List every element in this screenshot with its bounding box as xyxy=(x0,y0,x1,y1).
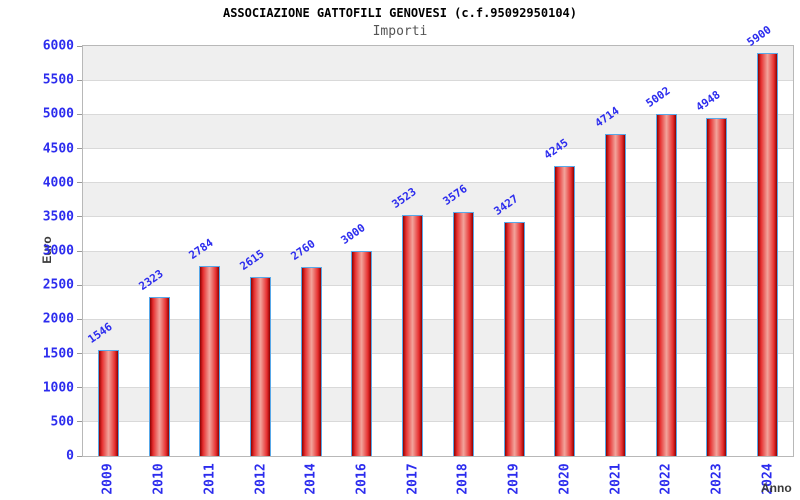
gridline xyxy=(83,182,793,184)
bar-2019 xyxy=(503,221,525,456)
x-tick-label: 2011 xyxy=(202,463,218,495)
bar-2023 xyxy=(706,117,728,456)
bar-2014 xyxy=(300,267,322,456)
bar-value-label: 2760 xyxy=(288,237,318,264)
bar-2022 xyxy=(655,114,677,456)
x-tick-label: 2016 xyxy=(354,463,370,495)
x-axis-title: Anno xyxy=(761,481,792,495)
chart-title: ASSOCIAZIONE GATTOFILI GENOVESI (c.f.950… xyxy=(222,6,577,20)
plot-area: 1546 2323 2784 2615 2760 3000 3523 3576 3427 4245… xyxy=(82,23,794,457)
y-tick-label: 1000 xyxy=(42,380,74,396)
x-tick-label: 2010 xyxy=(151,463,167,495)
gridline xyxy=(83,148,793,149)
x-tick-label: 2009 xyxy=(100,463,116,495)
x-tick-label: 2023 xyxy=(709,463,725,495)
bar-value-label: 5002 xyxy=(643,84,673,111)
bar-2012 xyxy=(250,277,271,456)
bar-value-label: 3427 xyxy=(491,191,521,218)
y-tick-mark xyxy=(77,113,82,115)
y-tick-label: 1500 xyxy=(42,346,74,361)
y-tick-mark xyxy=(77,216,82,218)
x-tick-label: 2018 xyxy=(455,463,471,495)
bar-2010 xyxy=(148,297,170,456)
y-tick-mark xyxy=(77,421,82,423)
gridline xyxy=(83,284,793,286)
y-tick-mark xyxy=(77,148,82,149)
y-tick-label: 2000 xyxy=(42,311,74,327)
bar-value-label: 2784 xyxy=(186,235,216,262)
y-tick-label: 3500 xyxy=(42,209,74,225)
y-tick-label: 500 xyxy=(50,414,74,430)
bar-2021 xyxy=(605,133,626,456)
y-tick-mark xyxy=(77,387,82,389)
bar-value-label: 3523 xyxy=(389,185,419,212)
bar-2016 xyxy=(351,251,373,456)
x-tick-label: 2022 xyxy=(658,463,674,495)
bar-value-label: 3576 xyxy=(440,181,470,208)
gridline xyxy=(83,79,793,81)
gridline xyxy=(83,250,793,252)
y-tick-mark xyxy=(77,79,82,81)
bar-value-label: 1546 xyxy=(85,320,115,347)
y-tick-label: 2500 xyxy=(42,277,74,293)
y-tick-label: 5500 xyxy=(42,72,74,88)
gridline xyxy=(83,421,793,423)
gridline xyxy=(83,318,793,320)
y-tick-mark xyxy=(77,182,82,184)
y-tick-mark xyxy=(77,455,82,457)
bar-value-label: 3000 xyxy=(338,221,369,247)
x-tick-label: 2014 xyxy=(303,463,319,495)
bar-2020 xyxy=(554,165,576,456)
y-tick-mark xyxy=(77,45,82,47)
x-tick-label: 2021 xyxy=(608,463,623,495)
y-tick-label: 3000 xyxy=(42,243,74,259)
y-tick-mark xyxy=(77,284,82,286)
gridline xyxy=(83,387,793,389)
y-tick-label: 6000 xyxy=(42,38,74,54)
gridline xyxy=(83,113,793,115)
bar-value-label: 4948 xyxy=(693,88,724,114)
y-tick-label: 0 xyxy=(66,448,74,464)
gridline xyxy=(83,353,793,354)
x-tick-label: 2019 xyxy=(506,463,522,495)
bar-2018 xyxy=(452,211,474,456)
chart-subtitle: Importi xyxy=(372,24,428,39)
bar-2009 xyxy=(97,350,119,456)
bar-value-label: 4714 xyxy=(592,104,622,130)
y-tick-mark xyxy=(77,250,82,252)
gridline xyxy=(83,216,793,218)
bar-2011 xyxy=(199,265,221,456)
y-tick-mark xyxy=(77,353,82,354)
x-tick-label: 2020 xyxy=(557,463,573,495)
bar-2024 xyxy=(757,52,779,456)
x-tick-label: 2017 xyxy=(405,463,421,495)
x-tick-label: 2012 xyxy=(253,463,268,495)
y-tick-label: 4500 xyxy=(42,141,74,156)
bar-value-label: 4245 xyxy=(541,136,571,162)
bar-value-label: 2323 xyxy=(136,267,166,294)
y-tick-label: 4000 xyxy=(42,175,74,191)
y-tick-label: 5000 xyxy=(42,106,74,122)
y-tick-mark xyxy=(77,318,82,320)
bar-2017 xyxy=(402,215,424,456)
